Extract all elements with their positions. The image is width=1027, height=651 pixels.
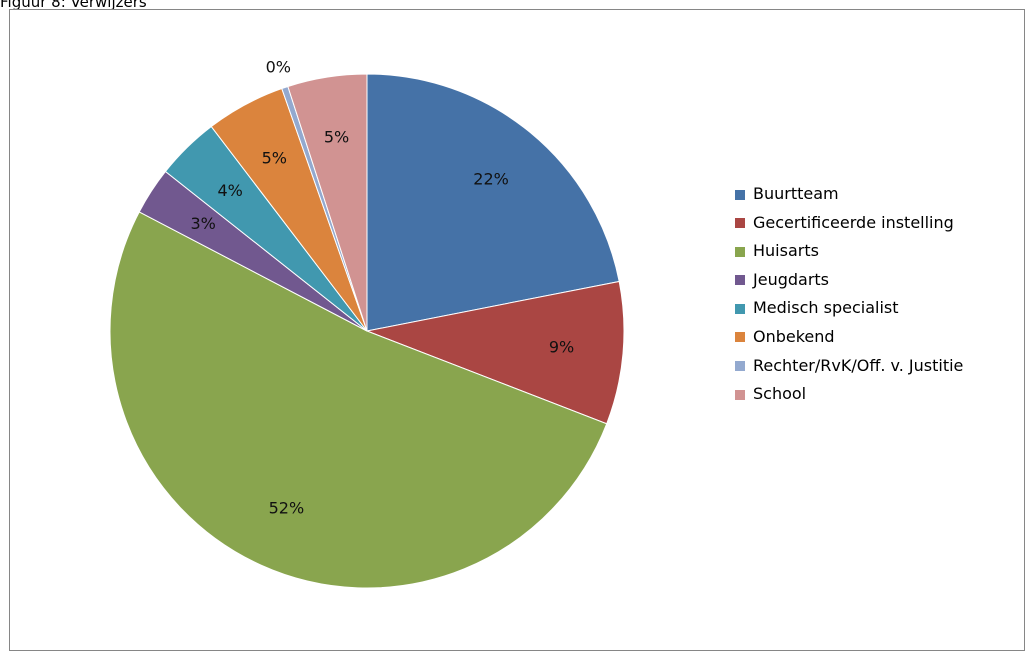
legend-label: Jeugdarts xyxy=(753,269,830,289)
pie-chart: 22% 9% 52% 3%4% 5% 0% 5% xyxy=(109,58,625,589)
chart-legend: Buurtteam Gecertificeerde instelling Huisa… xyxy=(735,180,963,409)
legend-swatch xyxy=(735,218,745,229)
legend-item-onbekend: Onbekend xyxy=(735,323,963,352)
data-label-buurtteam: 22% xyxy=(473,170,509,189)
legend-label: Rechter/RvK/Off. v. Justitie xyxy=(753,355,964,375)
legend-label: Huisarts xyxy=(753,241,819,261)
legend-swatch xyxy=(735,246,745,257)
data-label-medisch-specialist: 4% xyxy=(217,181,242,200)
legend-item-jeugdarts: Jeugdarts xyxy=(735,266,963,295)
legend-swatch xyxy=(735,275,745,286)
legend-swatch xyxy=(735,332,745,343)
data-label-rechter-rvk-off-v-justitie: 0% xyxy=(266,58,291,77)
data-label-gecertificeerde-instelling: 9% xyxy=(549,338,574,357)
legend-label: Gecertificeerde instelling xyxy=(753,212,954,232)
legend-swatch xyxy=(735,361,745,372)
legend-swatch xyxy=(735,303,745,314)
legend-item-rechter-rvk-off-v-justitie: Rechter/RvK/Off. v. Justitie xyxy=(735,352,963,381)
legend-label: Buurtteam xyxy=(753,184,839,203)
data-label-school: 5% xyxy=(324,128,349,147)
pie-slice-huisarts xyxy=(109,211,608,589)
legend-item-huisarts: Huisarts xyxy=(735,237,963,266)
legend-item-gecertificeerde-instelling: Gecertificeerde instelling xyxy=(735,209,963,238)
legend-swatch xyxy=(735,389,745,400)
legend-label: School xyxy=(753,384,807,404)
legend-item-medisch-specialist: Medisch specialist xyxy=(735,294,963,323)
data-label-onbekend: 5% xyxy=(262,149,287,168)
legend-item-school: School xyxy=(735,380,963,409)
pie-slice-gecertificeerde-instelling xyxy=(365,280,625,425)
pie-slice-school xyxy=(287,73,368,332)
legend-label: Onbekend xyxy=(753,326,835,346)
legend-swatch xyxy=(735,189,745,200)
pie-slice-buurtteam xyxy=(366,73,620,332)
legend-item-buurtteam: Buurtteam xyxy=(735,180,963,209)
data-label-huisarts: 52% xyxy=(269,498,305,517)
figure-caption: Figuur 8: Verwijzers xyxy=(0,0,147,11)
legend-label: Medisch specialist xyxy=(753,298,899,318)
data-label-jeugdarts: 3% xyxy=(190,214,215,233)
chart-area: 22% 9% 52% 3% 4% 5% 0% 5% Buurtteam Gecertificee… xyxy=(9,9,1025,651)
